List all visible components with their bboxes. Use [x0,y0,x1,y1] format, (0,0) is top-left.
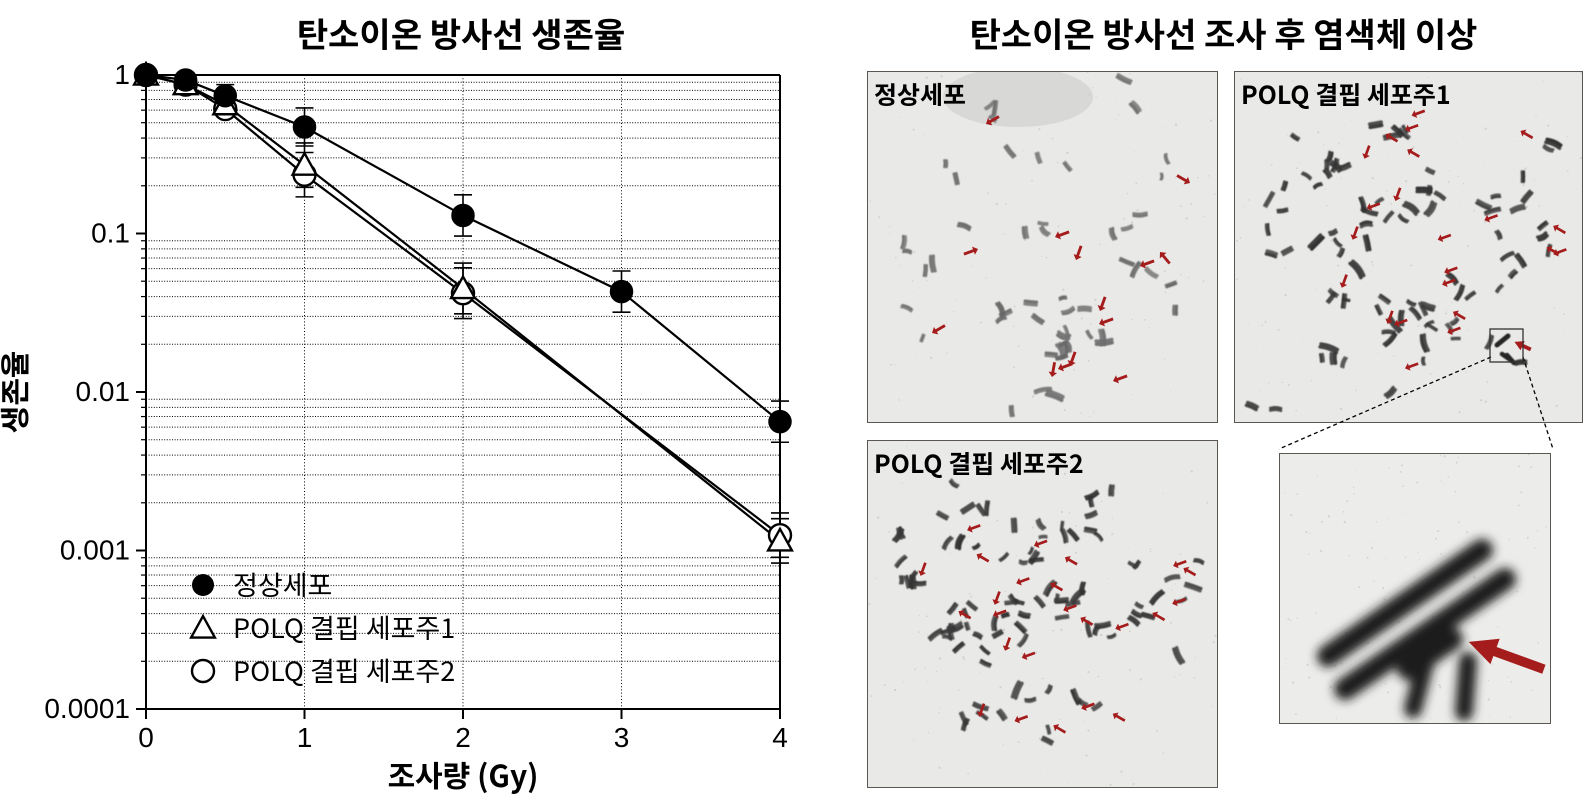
svg-text:0.1: 0.1 [91,218,130,249]
svg-text:POLQ 결핍 세포주1: POLQ 결핍 세포주1 [233,607,455,646]
svg-text:2: 2 [455,722,471,753]
svg-text:POLQ 결핍 세포주2: POLQ 결핍 세포주2 [233,650,455,689]
svg-text:0.0001: 0.0001 [44,693,130,724]
svg-text:1: 1 [297,722,313,753]
svg-text:0.01: 0.01 [76,376,131,407]
svg-text:0: 0 [138,722,154,753]
svg-text:0.001: 0.001 [60,535,130,566]
svg-text:정상세포: 정상세포 [233,564,332,603]
svg-text:4: 4 [772,722,788,753]
svg-text:3: 3 [614,722,630,753]
svg-text:1: 1 [114,59,130,90]
svg-text:생존율: 생존율 [0,351,35,434]
svg-text:조사량 (Gy): 조사량 (Gy) [387,752,538,796]
